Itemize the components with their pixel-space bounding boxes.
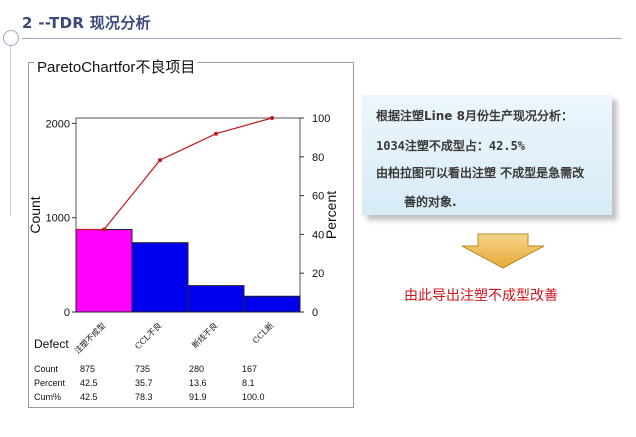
cumulative-line xyxy=(75,117,273,231)
category-label: 断线不良 xyxy=(190,320,220,350)
y-tick-label: 2000 xyxy=(46,118,70,130)
percent-value: 35.7 xyxy=(135,378,153,388)
analysis-line-1: 根据注塑Line 8月份生产现况分析： xyxy=(376,109,573,123)
analysis-line-2: 1034注塑不成型占：42.5% xyxy=(376,139,526,153)
cum-value: 100.0 xyxy=(242,392,265,402)
cumulative-point xyxy=(214,131,218,136)
y2-tick-label: 0 xyxy=(312,307,318,319)
analysis-card: 根据注塑Line 8月份生产现况分析： 1034注塑不成型占：42.5% 由柏拉… xyxy=(362,95,612,215)
header-circle-ornament xyxy=(3,30,19,46)
cum-value: 91.9 xyxy=(189,392,207,402)
cum-value: 42.5 xyxy=(80,392,98,402)
count-value: 167 xyxy=(242,364,257,374)
y2-tick-label: 20 xyxy=(312,268,324,280)
cum-row-label: Cum% xyxy=(34,392,61,402)
y-axis-label: Count xyxy=(28,196,43,233)
percent-value: 13.6 xyxy=(189,378,207,388)
cum-value: 78.3 xyxy=(135,392,153,402)
defect-label: Defect xyxy=(34,337,69,351)
header-divider xyxy=(22,38,622,39)
bar-4 xyxy=(243,295,301,313)
conclusion-text: 由此导出注塑不成型改善 xyxy=(404,288,558,304)
bar-2 xyxy=(131,242,189,313)
bar-3 xyxy=(187,285,245,313)
down-arrow-icon xyxy=(461,233,545,269)
y2-tick-label: 60 xyxy=(312,191,324,203)
percent-value: 8.1 xyxy=(242,378,255,388)
y2-tick-label: 100 xyxy=(312,113,330,125)
y2-tick-label: 80 xyxy=(312,152,324,164)
count-value: 875 xyxy=(80,364,95,374)
slide-header: 2 --TDR 现况分析 xyxy=(0,0,636,46)
cumulative-point xyxy=(102,227,106,232)
y2-axis-label: Percent xyxy=(323,191,339,239)
slide-title: 2 --TDR 现况分析 xyxy=(22,14,151,32)
bar-1 xyxy=(75,228,133,313)
analysis-line-4: 善的对象. xyxy=(404,195,457,209)
y-tick-label: 1000 xyxy=(46,213,70,225)
analysis-line-3: 由柏拉图可以看出注塑 不成型是急需改 xyxy=(376,166,585,180)
y-tick-label: 0 xyxy=(64,307,70,319)
category-label: CCL不良 xyxy=(133,320,164,351)
count-value: 735 xyxy=(135,364,150,374)
percent-value: 42.5 xyxy=(80,378,98,388)
left-rule xyxy=(10,46,11,216)
percent-row-label: Percent xyxy=(34,378,66,388)
category-label: CCL断 xyxy=(250,320,275,345)
count-row-label: Count xyxy=(34,364,59,374)
chart-title: ParetoChartfor不良项目 xyxy=(34,56,199,77)
category-label: 注塑不成型 xyxy=(72,320,107,355)
cumulative-point xyxy=(158,158,162,163)
y2-tick-label: 40 xyxy=(312,229,324,241)
cumulative-point xyxy=(270,116,274,120)
pareto-chart: 0 1000 2000 0 20 40 60 80 100 Count Percent 注塑不成型 CC… xyxy=(28,113,339,402)
count-value: 280 xyxy=(189,364,204,374)
